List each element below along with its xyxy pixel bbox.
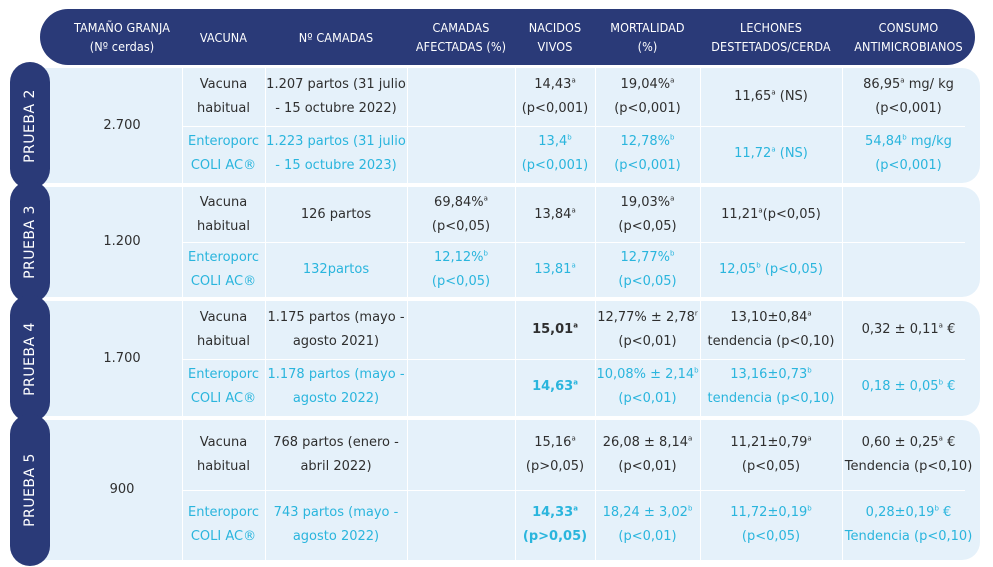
cell-consumo-antimicrobianos: 0,18 ± 0,05b €	[861, 378, 956, 395]
header-camadas-afectadas: CAMADAS AFECTADAS (%)	[415, 20, 507, 54]
cell-mortalidad: 19,04%a (p<0,001)	[614, 76, 681, 116]
cell-camadas-afectadas	[407, 68, 515, 126]
column-divider	[595, 68, 596, 183]
cell-mortalidad: 18,24 ± 3,02b (p<0,01)	[602, 504, 693, 544]
cell-vacuna: Enteroporc COLI AC®	[188, 367, 259, 407]
column-divider	[515, 301, 516, 416]
column-divider	[265, 68, 266, 183]
farm-size: 2.700	[103, 117, 141, 133]
cell-lechones-destetados: 13,16±0,73b tendencia (p<0,10)	[707, 366, 835, 407]
row-divider	[182, 126, 965, 127]
cell-lechones-destetados: 11,72a (NS)	[734, 145, 808, 162]
cell-consumo-antimicrobianos: 54,84b mg/kg (p<0,001)	[865, 133, 952, 174]
cell-consumo-antimicrobianos: 86,95a mg/ kg (p<0,001)	[863, 76, 954, 116]
cell-vacuna: Enteroporc COLI AC®	[188, 134, 259, 174]
farm-size: 900	[109, 482, 135, 497]
column-divider	[700, 68, 701, 183]
cell-mortalidad: 10,08% ± 2,14b (p<0,01)	[596, 366, 699, 407]
cell-nacidos-vivos: 13,84a	[534, 206, 576, 222]
column-divider	[515, 68, 516, 183]
cell-vacuna: Vacuna habitual	[197, 76, 250, 116]
table-header	[40, 9, 975, 65]
header-vacuna: VACUNA	[199, 29, 248, 45]
cell-mortalidad: 12,78%b (p<0,001)	[614, 133, 681, 174]
cell-consumo-antimicrobianos	[842, 187, 975, 242]
header-nacidos-vivos: NACIDOS VIVOS	[528, 20, 582, 54]
cell-lechones-destetados: 11,65a (NS)	[734, 88, 808, 104]
cell-camadas-afectadas	[407, 359, 515, 417]
cell-camadas-afectadas: 12,12%b (p<0,05)	[431, 249, 491, 289]
cell-consumo-antimicrobianos: 0,60 ± 0,25a € Tendencia (p<0,10)	[844, 434, 973, 474]
trial-label-text: PRUEBA 5	[22, 453, 38, 527]
column-divider	[407, 301, 408, 416]
cell-nacidos-vivos: 14,33a (p>0,05)	[522, 504, 588, 544]
cell-vacuna: Vacuna habitual	[197, 194, 250, 234]
cell-nacidos-vivos: 13,81a	[534, 261, 576, 277]
cell-lechones-destetados: 13,10±0,84a tendencia (p<0,10)	[707, 309, 835, 349]
row-divider	[182, 359, 965, 360]
cell-camadas: 1.207 partos (31 julio - 15 octubre 2022…	[266, 76, 406, 116]
cell-camadas: 126 partos	[300, 206, 372, 222]
cell-mortalidad: 12,77%b (p<0,05)	[618, 249, 677, 289]
trial-label-text: PRUEBA 3	[22, 205, 38, 279]
cell-mortalidad: 12,77% ± 2,78r (p<0,01)	[597, 309, 698, 349]
trial-block	[40, 68, 980, 183]
cell-vacuna: Vacuna habitual	[197, 435, 250, 474]
column-divider	[182, 68, 183, 183]
header-lechones-destetados: LECHONES DESTETADOS/CERDA	[711, 20, 831, 54]
cell-camadas: 1.223 partos (31 julio - 15 octubre 2023…	[266, 134, 406, 174]
row-divider	[182, 242, 965, 243]
cell-camadas: 743 partos (mayo - agosto 2022)	[273, 505, 399, 544]
cell-nacidos-vivos: 13,4b (p<0,001)	[521, 133, 589, 174]
cell-vacuna: Enteroporc COLI AC®	[188, 505, 259, 544]
trial-label: PRUEBA 5	[10, 414, 50, 566]
cell-camadas-afectadas	[407, 490, 515, 560]
cell-camadas: 132partos	[302, 261, 370, 277]
cell-nacidos-vivos: 15,16a (p>0,05)	[525, 434, 585, 474]
cell-lechones-destetados: 11,21a(p<0,05)	[721, 206, 821, 222]
trial-label: PRUEBA 3	[10, 181, 50, 303]
cell-camadas: 1.178 partos (mayo - agosto 2022)	[267, 367, 405, 407]
cell-consumo-antimicrobianos: 0,32 ± 0,11a €	[861, 321, 956, 337]
cell-consumo-antimicrobianos	[842, 242, 975, 297]
column-divider	[700, 301, 701, 416]
cell-lechones-destetados: 11,72±0,19b (p<0,05)	[730, 504, 812, 544]
header-mortalidad: MORTALIDAD (%)	[610, 20, 685, 54]
trial-label-text: PRUEBA 4	[22, 321, 38, 396]
trial-label: PRUEBA 2	[10, 62, 50, 189]
column-divider	[182, 301, 183, 416]
header-camadas: Nº CAMADAS	[298, 29, 374, 45]
farm-size: 1.200	[103, 234, 141, 249]
cell-lechones-destetados: 12,05b (p<0,05)	[718, 261, 824, 277]
cell-camadas-afectadas	[407, 301, 515, 359]
cell-mortalidad: 26,08 ± 8,14a (p<0,01)	[602, 434, 693, 474]
cell-nacidos-vivos: 15,01a	[532, 321, 578, 337]
column-divider	[842, 301, 843, 416]
cell-camadas: 1.175 partos (mayo - agosto 2021)	[267, 309, 405, 349]
cell-camadas-afectadas	[407, 420, 515, 490]
cell-nacidos-vivos: 14,63a	[532, 378, 578, 395]
header-consumo-antimicrobianos: CONSUMO ANTIMICROBIANOS	[854, 20, 963, 54]
column-divider	[265, 301, 266, 416]
cell-vacuna: Vacuna habitual	[197, 309, 250, 349]
column-divider	[842, 68, 843, 183]
cell-camadas-afectadas	[407, 126, 515, 184]
cell-nacidos-vivos: 14,43a (p<0,001)	[521, 76, 589, 116]
cell-vacuna: Enteroporc COLI AC®	[188, 249, 259, 289]
cell-camadas-afectadas: 69,84%a (p<0,05)	[431, 194, 491, 234]
trial-label-text: PRUEBA 2	[22, 88, 38, 163]
cell-lechones-destetados: 11,21±0,79a (p<0,05)	[730, 434, 812, 474]
farm-size: 1.700	[103, 350, 141, 366]
column-divider	[407, 68, 408, 183]
trial-block	[40, 301, 980, 416]
cell-mortalidad: 19,03%a (p<0,05)	[618, 194, 677, 234]
column-divider	[595, 301, 596, 416]
trial-label: PRUEBA 4	[10, 295, 50, 422]
cell-camadas: 768 partos (enero - abril 2022)	[273, 435, 399, 474]
row-divider	[182, 490, 965, 491]
header-tamano-granja: TAMAÑO GRANJA (Nº cerdas)	[73, 20, 171, 54]
cell-consumo-antimicrobianos: 0,28±0,19b € Tendencia (p<0,10)	[844, 504, 973, 544]
